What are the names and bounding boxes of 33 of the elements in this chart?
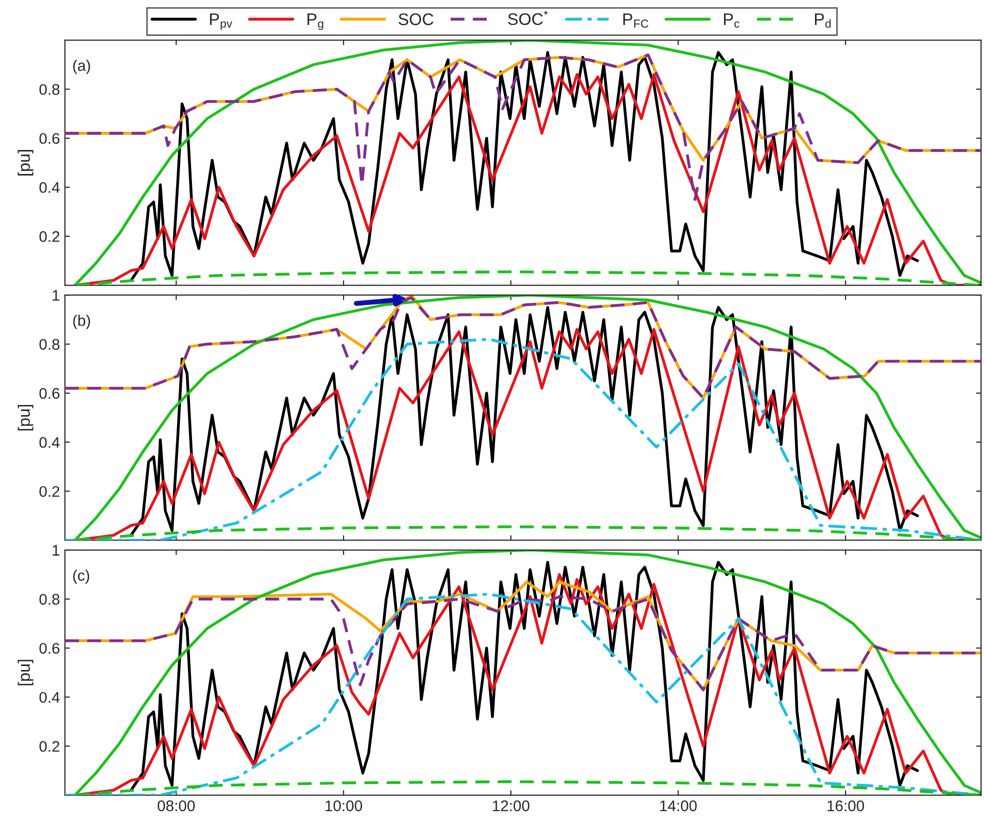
- legend-label: P$_{pv}$: [210, 14, 232, 30]
- y-tick-label: 0.6: [39, 388, 60, 399]
- y-tick-label: 0.6: [39, 133, 60, 144]
- y-tick-label: 0.8: [39, 338, 60, 350]
- x-tick-label: 08:00: [158, 800, 195, 812]
- y-tick-label: 0.4: [39, 692, 60, 703]
- y-tick-label: 0.2: [39, 486, 60, 497]
- y-tick-label: 0.4: [39, 182, 60, 193]
- y-axis-title: [pu]: [18, 404, 34, 430]
- legend-label: SOC: [398, 13, 434, 26]
- annotation: (c): [73, 570, 90, 584]
- y-tick-label: 0.2: [39, 231, 60, 242]
- legend-label: P$_{c}$: [724, 14, 740, 28]
- x-tick-label: 16:00: [828, 800, 864, 812]
- y-tick-label: 0.4: [39, 437, 60, 448]
- x-tick-label: 10:00: [326, 800, 362, 812]
- y-tick-label: 0.6: [39, 642, 60, 654]
- y-axis-title: [pu]: [18, 150, 34, 176]
- legend-label: P$_{FC}$: [623, 14, 648, 28]
- annotation: (a): [73, 60, 90, 74]
- y-tick-label: 0.8: [39, 594, 60, 605]
- y-tick-label: 1: [52, 545, 60, 556]
- y-tick-label: 1: [52, 290, 60, 301]
- line-series: [64, 53, 982, 201]
- legend-label: SOC$^{*}$: [508, 10, 548, 26]
- legend-label: P$_{d}$: [815, 14, 831, 28]
- annotation: (b): [73, 314, 90, 329]
- y-tick-label: 0.8: [39, 84, 60, 95]
- y-tick-label: 0.2: [39, 740, 60, 752]
- y-axis-title: [pu]: [18, 660, 34, 686]
- x-tick-label: 12:00: [492, 800, 530, 812]
- x-tick-label: 14:00: [660, 800, 697, 812]
- legend-label: P$_{g}$: [308, 14, 324, 30]
